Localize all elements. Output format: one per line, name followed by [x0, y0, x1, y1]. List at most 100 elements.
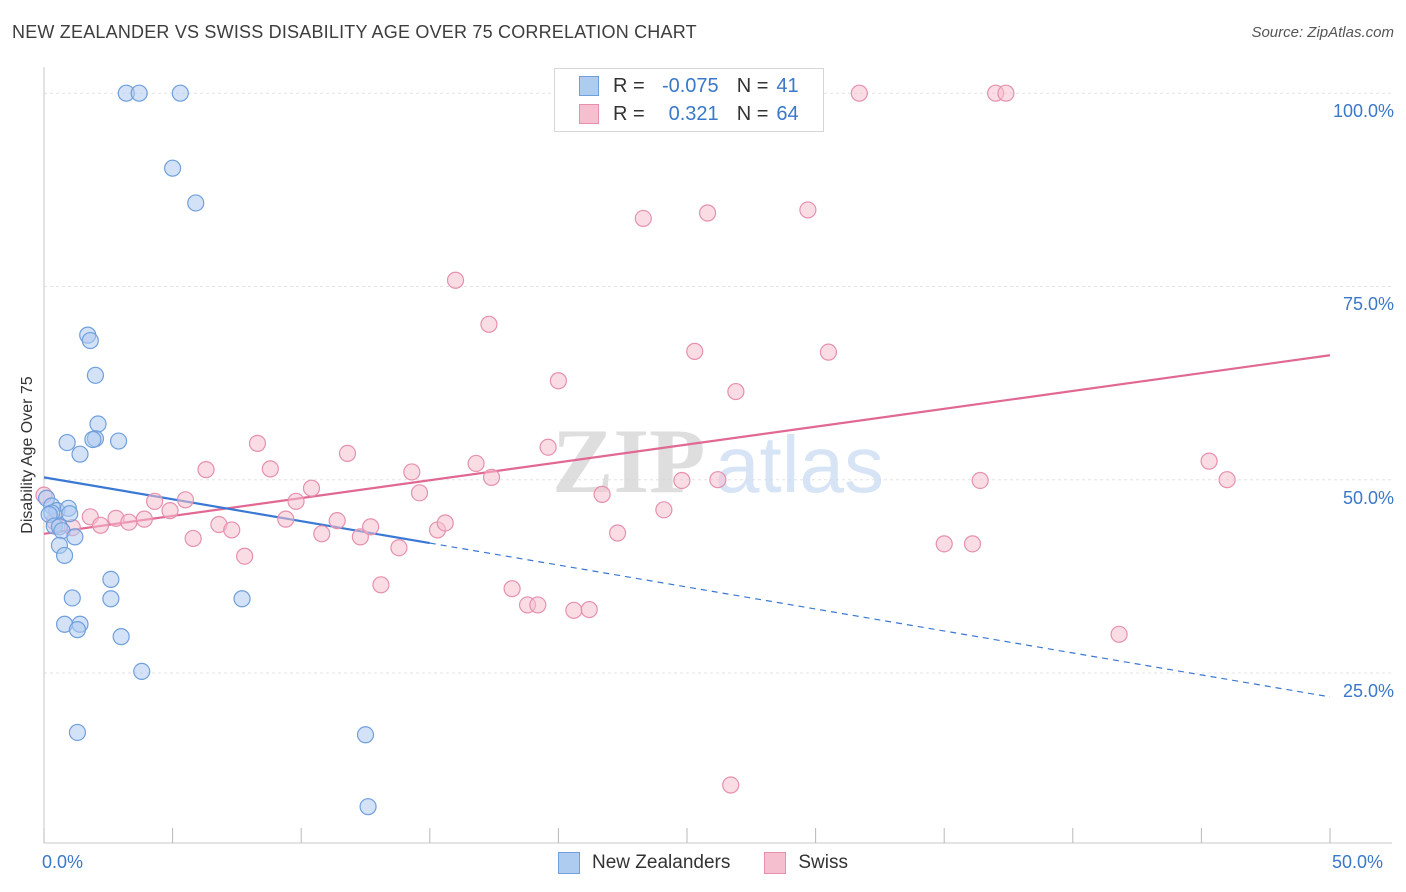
point-swiss	[351, 528, 369, 546]
point-swiss	[135, 510, 153, 528]
x-tick-label-min: 0.0%	[42, 852, 84, 872]
point-swiss	[446, 271, 465, 289]
point-swiss	[686, 342, 704, 360]
point-swiss	[197, 461, 215, 479]
point-swiss	[850, 84, 868, 102]
point-swiss	[176, 491, 195, 509]
point-swiss	[390, 539, 408, 557]
point-swiss	[410, 484, 429, 502]
legend-swatch-blue	[579, 76, 599, 96]
point-swiss	[935, 535, 953, 553]
point-new-zealanders	[71, 445, 89, 463]
point-new-zealanders	[133, 662, 151, 680]
axes	[43, 67, 1392, 844]
point-new-zealanders	[233, 590, 251, 608]
x-tick-label-max: 50.0%	[1332, 852, 1384, 872]
point-new-zealanders	[356, 726, 375, 744]
point-new-zealanders	[68, 621, 87, 639]
point-swiss	[1110, 625, 1128, 643]
point-new-zealanders	[55, 546, 74, 565]
legend-swatch-blue	[558, 852, 581, 874]
point-swiss	[971, 471, 989, 490]
point-swiss	[698, 204, 717, 222]
chart-title: NEW ZEALANDER VS SWISS DISABILITY AGE OV…	[12, 22, 697, 42]
point-swiss	[362, 518, 380, 536]
series-swiss-points	[35, 84, 1236, 794]
point-swiss	[673, 471, 691, 490]
legend-row-swiss: R = 0.321 N = 64	[579, 101, 799, 127]
point-swiss	[236, 547, 254, 565]
watermark-zip: ZIP	[552, 410, 705, 512]
watermark-atlas: atlas	[715, 420, 884, 509]
legend-n-label: N =	[736, 102, 769, 125]
point-swiss	[565, 601, 583, 619]
point-swiss	[467, 454, 485, 473]
point-swiss	[372, 576, 390, 594]
point-swiss	[145, 492, 164, 510]
point-new-zealanders	[63, 589, 81, 607]
point-swiss	[261, 460, 279, 478]
y-tick-label: 50.0%	[1342, 487, 1394, 508]
point-new-zealanders	[102, 590, 120, 608]
y-tick-label: 100.0%	[1332, 101, 1394, 122]
point-swiss	[963, 535, 982, 553]
point-swiss	[997, 84, 1015, 102]
point-swiss	[1218, 471, 1236, 489]
point-swiss	[277, 510, 295, 528]
point-new-zealanders	[58, 433, 76, 452]
point-swiss	[608, 524, 627, 542]
point-new-zealanders	[61, 505, 79, 523]
point-swiss	[634, 209, 652, 228]
point-swiss	[91, 516, 110, 534]
series-legend: New Zealanders Swiss	[0, 852, 1406, 874]
point-swiss	[799, 201, 817, 219]
point-new-zealanders	[81, 331, 99, 350]
y-axis-label: Disability Age Over 75	[19, 376, 36, 534]
point-new-zealanders	[66, 528, 84, 546]
point-swiss	[722, 776, 740, 794]
point-new-zealanders	[109, 432, 128, 450]
point-new-zealanders	[68, 723, 87, 742]
trend-line-new-zealanders-extension	[429, 542, 1331, 698]
point-new-zealanders	[164, 159, 182, 177]
point-swiss	[480, 315, 498, 333]
point-new-zealanders	[84, 430, 102, 449]
grid-lines	[44, 92, 1392, 674]
point-new-zealanders	[171, 84, 189, 102]
legend-r-value: -0.075	[661, 74, 719, 97]
source-label: Source: ZipAtlas.com	[1251, 24, 1394, 41]
point-new-zealanders	[359, 798, 377, 816]
point-swiss	[655, 501, 673, 519]
point-swiss	[223, 521, 241, 539]
point-swiss	[529, 596, 547, 614]
point-swiss	[539, 438, 557, 456]
legend-n-value: 41	[776, 74, 799, 97]
point-swiss	[287, 492, 305, 510]
point-swiss	[313, 525, 331, 543]
correlation-legend: R = -0.075 N = 41 R = 0.321 N = 64	[554, 68, 824, 132]
legend-swatch-pink	[579, 104, 599, 124]
point-swiss	[482, 468, 501, 486]
legend-r-value: 0.321	[668, 102, 719, 125]
point-swiss	[819, 343, 838, 361]
y-tick-label: 25.0%	[1342, 680, 1394, 701]
point-swiss	[184, 529, 202, 548]
point-new-zealanders	[102, 570, 120, 589]
point-new-zealanders	[112, 628, 130, 646]
legend-item-new-zealanders[interactable]: New Zealanders	[558, 852, 730, 874]
point-new-zealanders	[89, 415, 107, 433]
point-swiss	[248, 434, 267, 452]
legend-n-label: N =	[736, 74, 769, 97]
point-swiss	[161, 502, 179, 520]
point-new-zealanders	[187, 194, 205, 212]
point-swiss	[1200, 452, 1218, 470]
point-new-zealanders	[130, 84, 148, 102]
point-swiss	[328, 512, 346, 530]
point-swiss	[120, 513, 138, 531]
point-swiss	[593, 485, 611, 503]
point-new-zealanders	[86, 366, 105, 384]
legend-swatch-pink	[764, 852, 787, 874]
legend-item-swiss[interactable]: Swiss	[764, 852, 848, 874]
legend-row-new-zealanders: R = -0.075 N = 41	[579, 73, 799, 99]
